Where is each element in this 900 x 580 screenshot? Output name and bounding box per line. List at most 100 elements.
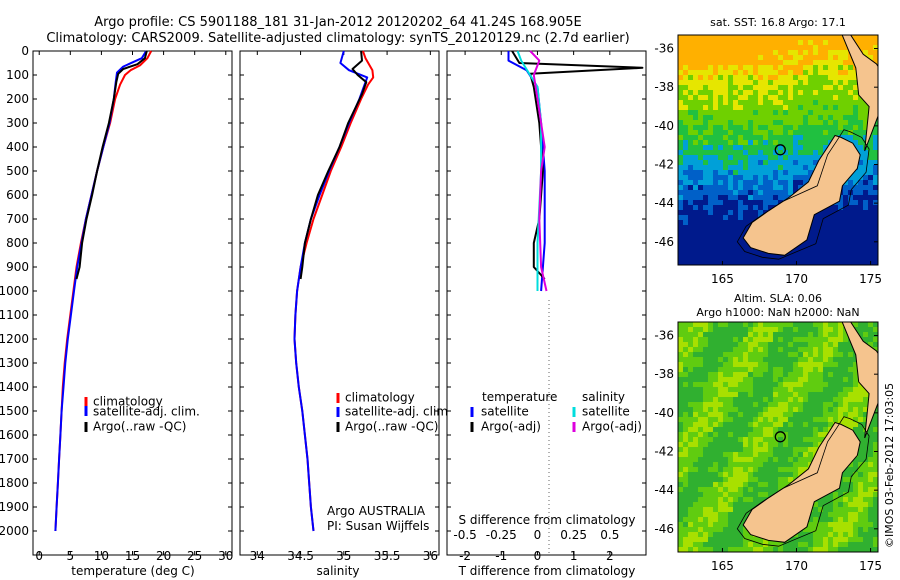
heatmap-cell: [693, 412, 699, 418]
heatmap-cell: [708, 155, 714, 161]
heatmap-cell: [738, 45, 744, 51]
heatmap-cell: [863, 160, 869, 166]
heatmap-cell: [858, 125, 864, 131]
heatmap-cell: [858, 542, 864, 548]
heatmap-cell: [718, 190, 724, 196]
heatmap-cell: [783, 45, 789, 51]
north-island-land: [841, 322, 878, 439]
heatmap-cell: [848, 522, 854, 528]
heatmap-cell: [758, 35, 764, 41]
heatmap-cell: [733, 40, 739, 46]
heatmap-cell: [773, 135, 779, 141]
x-tick-label: 34.5: [287, 549, 314, 563]
heatmap-cell: [848, 85, 854, 91]
heatmap-cell: [713, 75, 719, 81]
heatmap-cell: [813, 45, 819, 51]
heatmap-cell: [688, 210, 694, 216]
heatmap-cell: [763, 492, 769, 498]
heatmap-cell: [843, 130, 849, 136]
heatmap-cell: [698, 220, 704, 226]
heatmap-cell: [858, 402, 864, 408]
heatmap-cell: [748, 477, 754, 483]
heatmap-cell: [758, 70, 764, 76]
heatmap-cell: [833, 120, 839, 126]
heatmap-cell: [768, 357, 774, 363]
heatmap-cell: [843, 120, 849, 126]
heatmap-cell: [768, 95, 774, 101]
heatmap-cell: [833, 537, 839, 543]
heatmap-cell: [698, 492, 704, 498]
heatmap-cell: [783, 165, 789, 171]
heatmap-cell: [713, 235, 719, 241]
heatmap-cell: [728, 120, 734, 126]
heatmap-cell: [678, 442, 684, 448]
heatmap-cell: [778, 352, 784, 358]
heatmap-cell: [838, 547, 844, 552]
heatmap-cell: [798, 397, 804, 403]
heatmap-cell: [868, 250, 874, 256]
heatmap-cell: [748, 412, 754, 418]
heatmap-cell: [858, 417, 864, 423]
heatmap-cell: [743, 115, 749, 121]
heatmap-cell: [753, 115, 759, 121]
heatmap-cell: [738, 245, 744, 251]
heatmap-cell: [828, 342, 834, 348]
heatmap-cell: [853, 170, 859, 176]
heatmap-cell: [768, 352, 774, 358]
heatmap-cell: [728, 70, 734, 76]
heatmap-cell: [733, 260, 739, 265]
heatmap-cell: [803, 70, 809, 76]
heatmap-cell: [838, 322, 844, 328]
heatmap-cell: [828, 397, 834, 403]
heatmap-cell: [688, 95, 694, 101]
heatmap-cell: [753, 70, 759, 76]
heatmap-cell: [868, 337, 874, 343]
heatmap-cell: [678, 130, 684, 136]
heatmap-cell: [698, 170, 704, 176]
heatmap-cell: [828, 45, 834, 51]
heatmap-cell: [698, 50, 704, 56]
heatmap-cell: [678, 195, 684, 201]
heatmap-cell: [753, 537, 759, 543]
heatmap-cell: [823, 110, 829, 116]
heatmap-cell: [773, 367, 779, 373]
heatmap-cell: [773, 155, 779, 161]
heatmap-cell: [743, 105, 749, 111]
heatmap-cell: [828, 527, 834, 533]
heatmap-cell: [813, 422, 819, 428]
heatmap-cell: [763, 120, 769, 126]
heatmap-cell: [728, 502, 734, 508]
heatmap-cell: [808, 245, 814, 251]
heatmap-cell: [713, 337, 719, 343]
heatmap-cell: [873, 457, 878, 463]
heatmap-cell: [678, 537, 684, 543]
heatmap-cell: [853, 260, 859, 265]
heatmap-cell: [758, 80, 764, 86]
heatmap-cell: [728, 35, 734, 41]
heatmap-cell: [708, 200, 714, 206]
heatmap-cell: [768, 130, 774, 136]
depth-axis-ticks: 0100200300400500600700800900100011001200…: [0, 44, 232, 538]
heatmap-cell: [808, 145, 814, 151]
heatmap-cell: [788, 260, 794, 265]
heatmap-cell: [773, 115, 779, 121]
heatmap-cell: [858, 180, 864, 186]
heatmap-cell: [813, 145, 819, 151]
heatmap-cell: [783, 85, 789, 91]
heatmap-cell: [708, 80, 714, 86]
heatmap-cell: [678, 447, 684, 453]
heatmap-cell: [678, 40, 684, 46]
heatmap-cell: [873, 442, 878, 448]
heatmap-cell: [838, 245, 844, 251]
heatmap-cell: [813, 130, 819, 136]
heatmap-cell: [783, 145, 789, 151]
heatmap-cell: [813, 225, 819, 231]
heatmap-cell: [768, 90, 774, 96]
heatmap-cell: [723, 487, 729, 493]
heatmap-cell: [828, 502, 834, 508]
heatmap-cell: [698, 482, 704, 488]
heatmap-cell: [853, 140, 859, 146]
heatmap-cell: [763, 125, 769, 131]
heatmap-cell: [873, 492, 878, 498]
heatmap-cell: [778, 190, 784, 196]
